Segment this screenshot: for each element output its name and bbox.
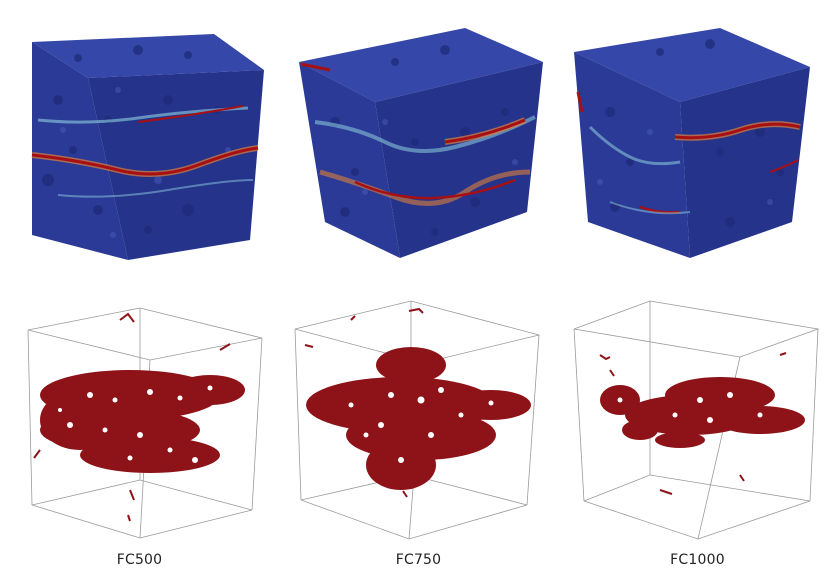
panel-fc500: FC500 bbox=[0, 0, 279, 578]
caption-fc1000: FC1000 bbox=[670, 552, 725, 568]
caption-fc500: FC500 bbox=[116, 552, 163, 568]
network-render-fc750 bbox=[294, 300, 540, 540]
network-render-fc1000 bbox=[573, 300, 820, 540]
caption-fc750: FC750 bbox=[395, 552, 442, 568]
panel-fc1000: FC1000 bbox=[558, 0, 837, 578]
volume-render-fc750 bbox=[299, 28, 543, 258]
volume-render-fc500 bbox=[31, 34, 264, 260]
network-render-fc500 bbox=[27, 307, 263, 539]
volume-render-fc1000 bbox=[574, 28, 810, 258]
panel-fc750: FC750 bbox=[279, 0, 558, 578]
